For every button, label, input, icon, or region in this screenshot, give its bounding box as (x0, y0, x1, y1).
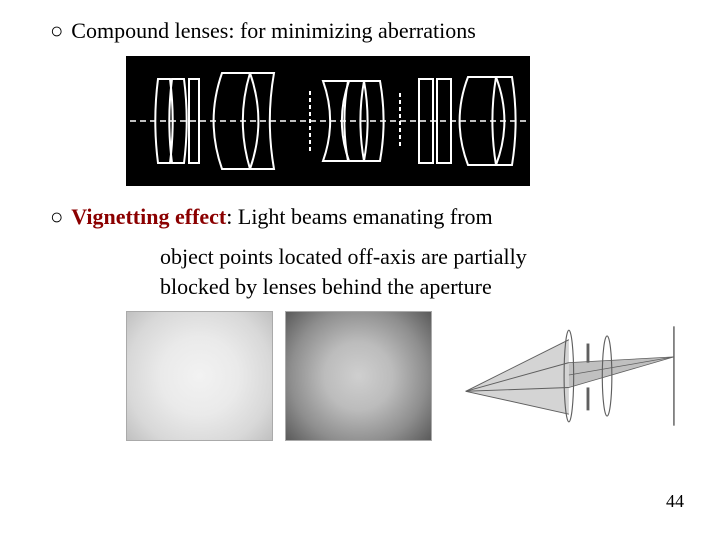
bullet-mark: ○ (50, 204, 63, 230)
compound-lens-diagram (126, 56, 530, 186)
item2-line2: object points located off-axis are parti… (160, 242, 680, 272)
item2-line1: Vignetting effect: Light beams emanating… (71, 204, 492, 230)
vignette-sample-dark (285, 311, 432, 441)
item2-rest: : Light beams emanating from (226, 204, 492, 229)
vignetting-term: Vignetting effect (71, 204, 226, 229)
item2-line3: blocked by lenses behind the aperture (160, 272, 680, 302)
page-number: 44 (666, 491, 684, 512)
bullet-item-2: ○ Vignetting effect: Light beams emanati… (50, 204, 680, 230)
vignette-ray-diagram (460, 320, 680, 432)
vignette-sample-light (126, 311, 273, 441)
item2-continuation: object points located off-axis are parti… (50, 242, 680, 301)
vignette-figures (126, 311, 680, 441)
bullet-mark: ○ (50, 18, 63, 44)
bullet-item-1: ○ Compound lenses: for minimizing aberra… (50, 18, 680, 44)
item1-text: Compound lenses: for minimizing aberrati… (71, 18, 476, 44)
